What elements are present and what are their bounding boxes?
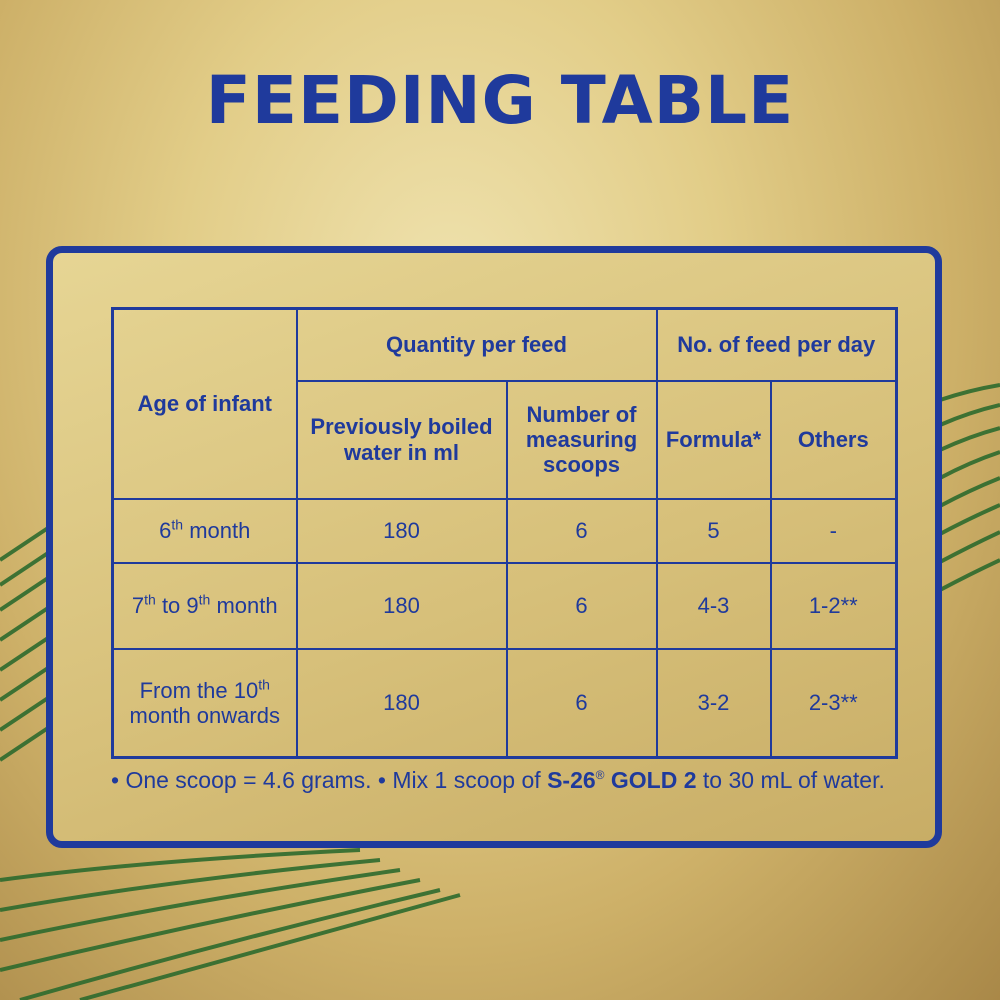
brand-name: S-26 <box>547 767 596 793</box>
note-text-part1: • One scoop = 4.6 grams. • Mix 1 scoop o… <box>111 767 548 793</box>
table-row: From the 10th month onwards 180 6 3-2 2-… <box>111 648 898 759</box>
header-boiled-water: Previously boiled water in ml <box>295 379 508 500</box>
product-name: GOLD 2 <box>604 767 697 793</box>
formula-cell: 4-3 <box>655 562 772 651</box>
note-text-part2: to 30 mL of water. <box>696 767 885 793</box>
scoops-cell: 6 <box>505 648 658 759</box>
table-row: 6th month 180 6 5 - <box>111 497 898 565</box>
water-cell: 180 <box>295 648 508 759</box>
header-formula: Formula* <box>655 379 772 500</box>
registered-mark: ® <box>595 768 605 782</box>
header-quantity-per-feed: Quantity per feed <box>295 307 658 382</box>
others-cell: - <box>769 497 898 565</box>
feeding-table: Age of infant Quantity per feed No. of f… <box>111 307 899 759</box>
others-cell: 1-2** <box>769 562 898 651</box>
age-cell: 7th to 9th month <box>111 562 298 651</box>
water-cell: 180 <box>295 562 508 651</box>
scoops-cell: 6 <box>505 562 658 651</box>
water-cell: 180 <box>295 497 508 565</box>
header-feeds-per-day: No. of feed per day <box>655 307 898 382</box>
header-others: Others <box>769 379 898 500</box>
page-title: FEEDING TABLE <box>205 62 795 139</box>
header-measuring-scoops: Number of measuring scoops <box>505 379 658 500</box>
scoops-cell: 6 <box>505 497 658 565</box>
age-cell: From the 10th month onwards <box>111 648 298 759</box>
formula-cell: 5 <box>655 497 772 565</box>
header-age-of-infant: Age of infant <box>111 307 298 500</box>
formula-cell: 3-2 <box>655 648 772 759</box>
feeding-table-card: Age of infant Quantity per feed No. of f… <box>46 246 942 848</box>
others-cell: 2-3** <box>769 648 898 759</box>
age-cell: 6th month <box>111 497 298 565</box>
table-row: 7th to 9th month 180 6 4-3 1-2** <box>111 562 898 651</box>
scoop-note: • One scoop = 4.6 grams. • Mix 1 scoop o… <box>111 767 911 794</box>
